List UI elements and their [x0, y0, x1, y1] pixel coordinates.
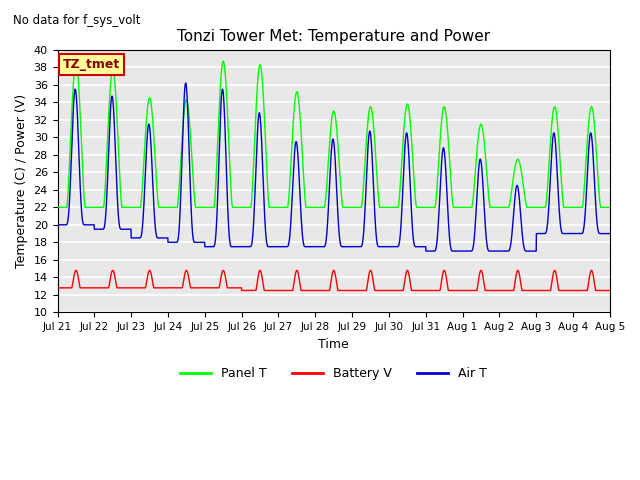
Title: Tonzi Tower Met: Temperature and Power: Tonzi Tower Met: Temperature and Power — [177, 29, 490, 44]
Y-axis label: Temperature (C) / Power (V): Temperature (C) / Power (V) — [15, 94, 28, 268]
Text: No data for f_sys_volt: No data for f_sys_volt — [13, 14, 140, 27]
Legend: Panel T, Battery V, Air T: Panel T, Battery V, Air T — [175, 362, 492, 385]
X-axis label: Time: Time — [318, 337, 349, 351]
Text: TZ_tmet: TZ_tmet — [63, 58, 120, 71]
